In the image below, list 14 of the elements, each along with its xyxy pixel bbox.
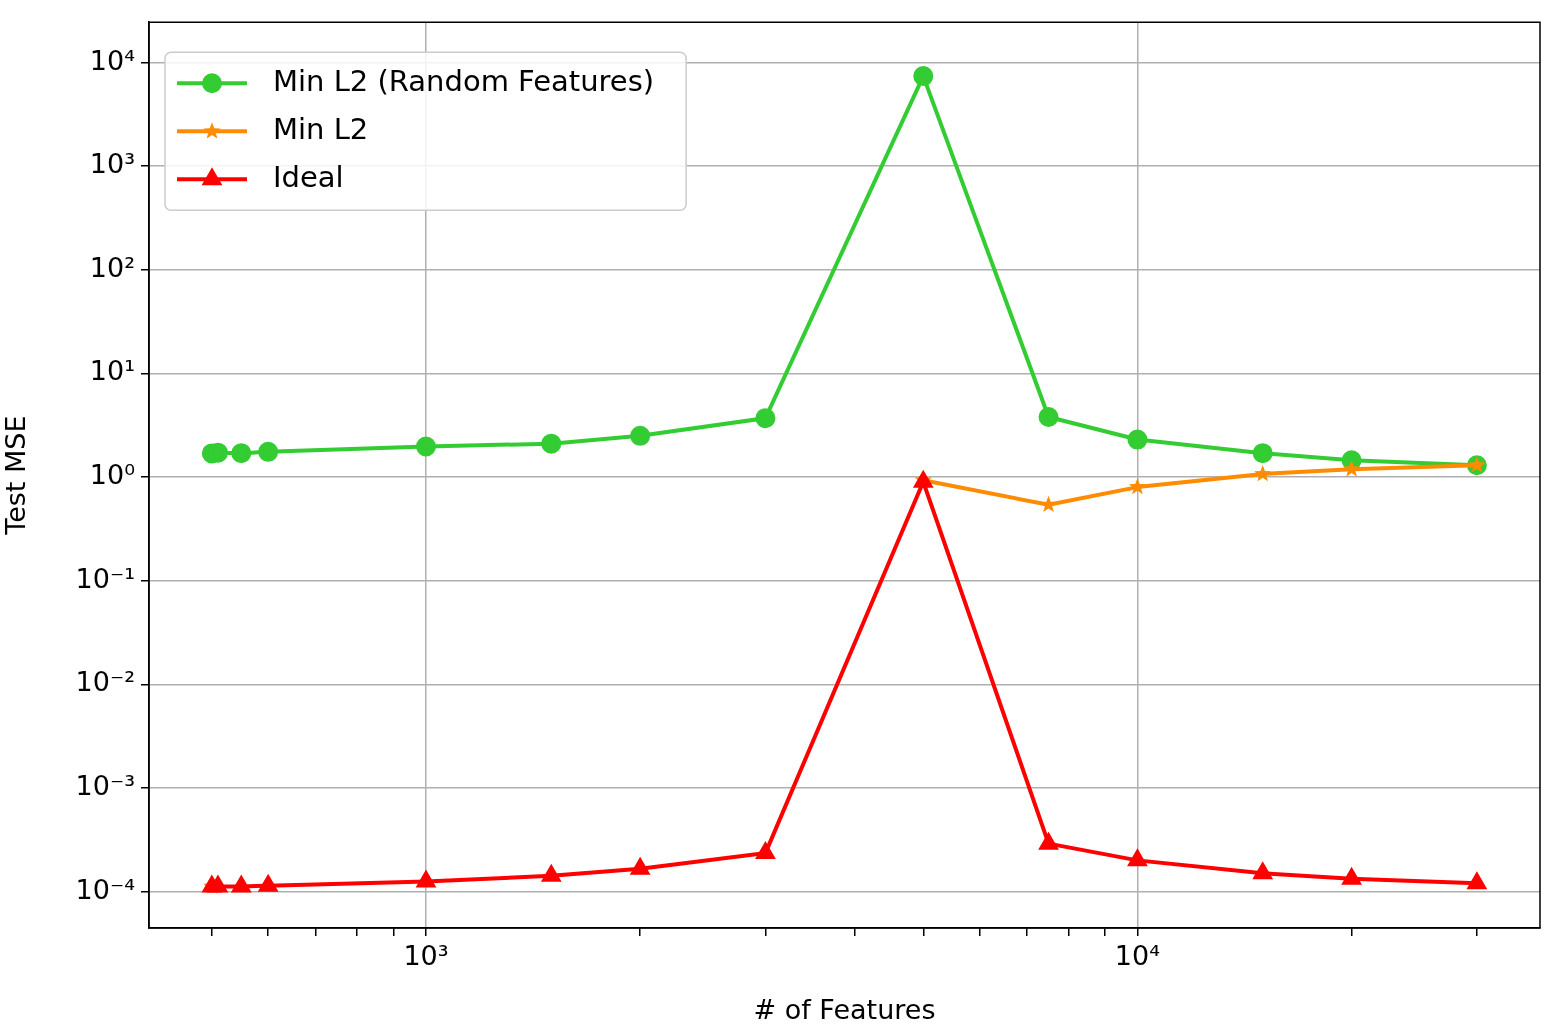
legend-label: Min L2 — [273, 111, 369, 146]
y-tick-label: 10⁰ — [89, 459, 135, 491]
legend-label: Ideal — [273, 159, 344, 194]
y-tick-label: 10² — [89, 251, 135, 283]
y-tick-label: 10¹ — [89, 355, 135, 387]
y-tick-label: 10⁴ — [89, 44, 135, 76]
y-tick-label: 10⁻¹ — [75, 562, 135, 594]
y-axis-title: Test MSE — [0, 415, 32, 536]
x-axis-title: # of Features — [753, 993, 936, 1025]
y-tick-label: 10⁻³ — [75, 769, 135, 801]
y-tick-label: 10⁻⁴ — [75, 873, 135, 905]
y-tick-label: 10⁻² — [75, 666, 135, 698]
legend-label: Min L2 (Random Features) — [273, 63, 655, 98]
y-tick-label: 10³ — [89, 148, 135, 180]
